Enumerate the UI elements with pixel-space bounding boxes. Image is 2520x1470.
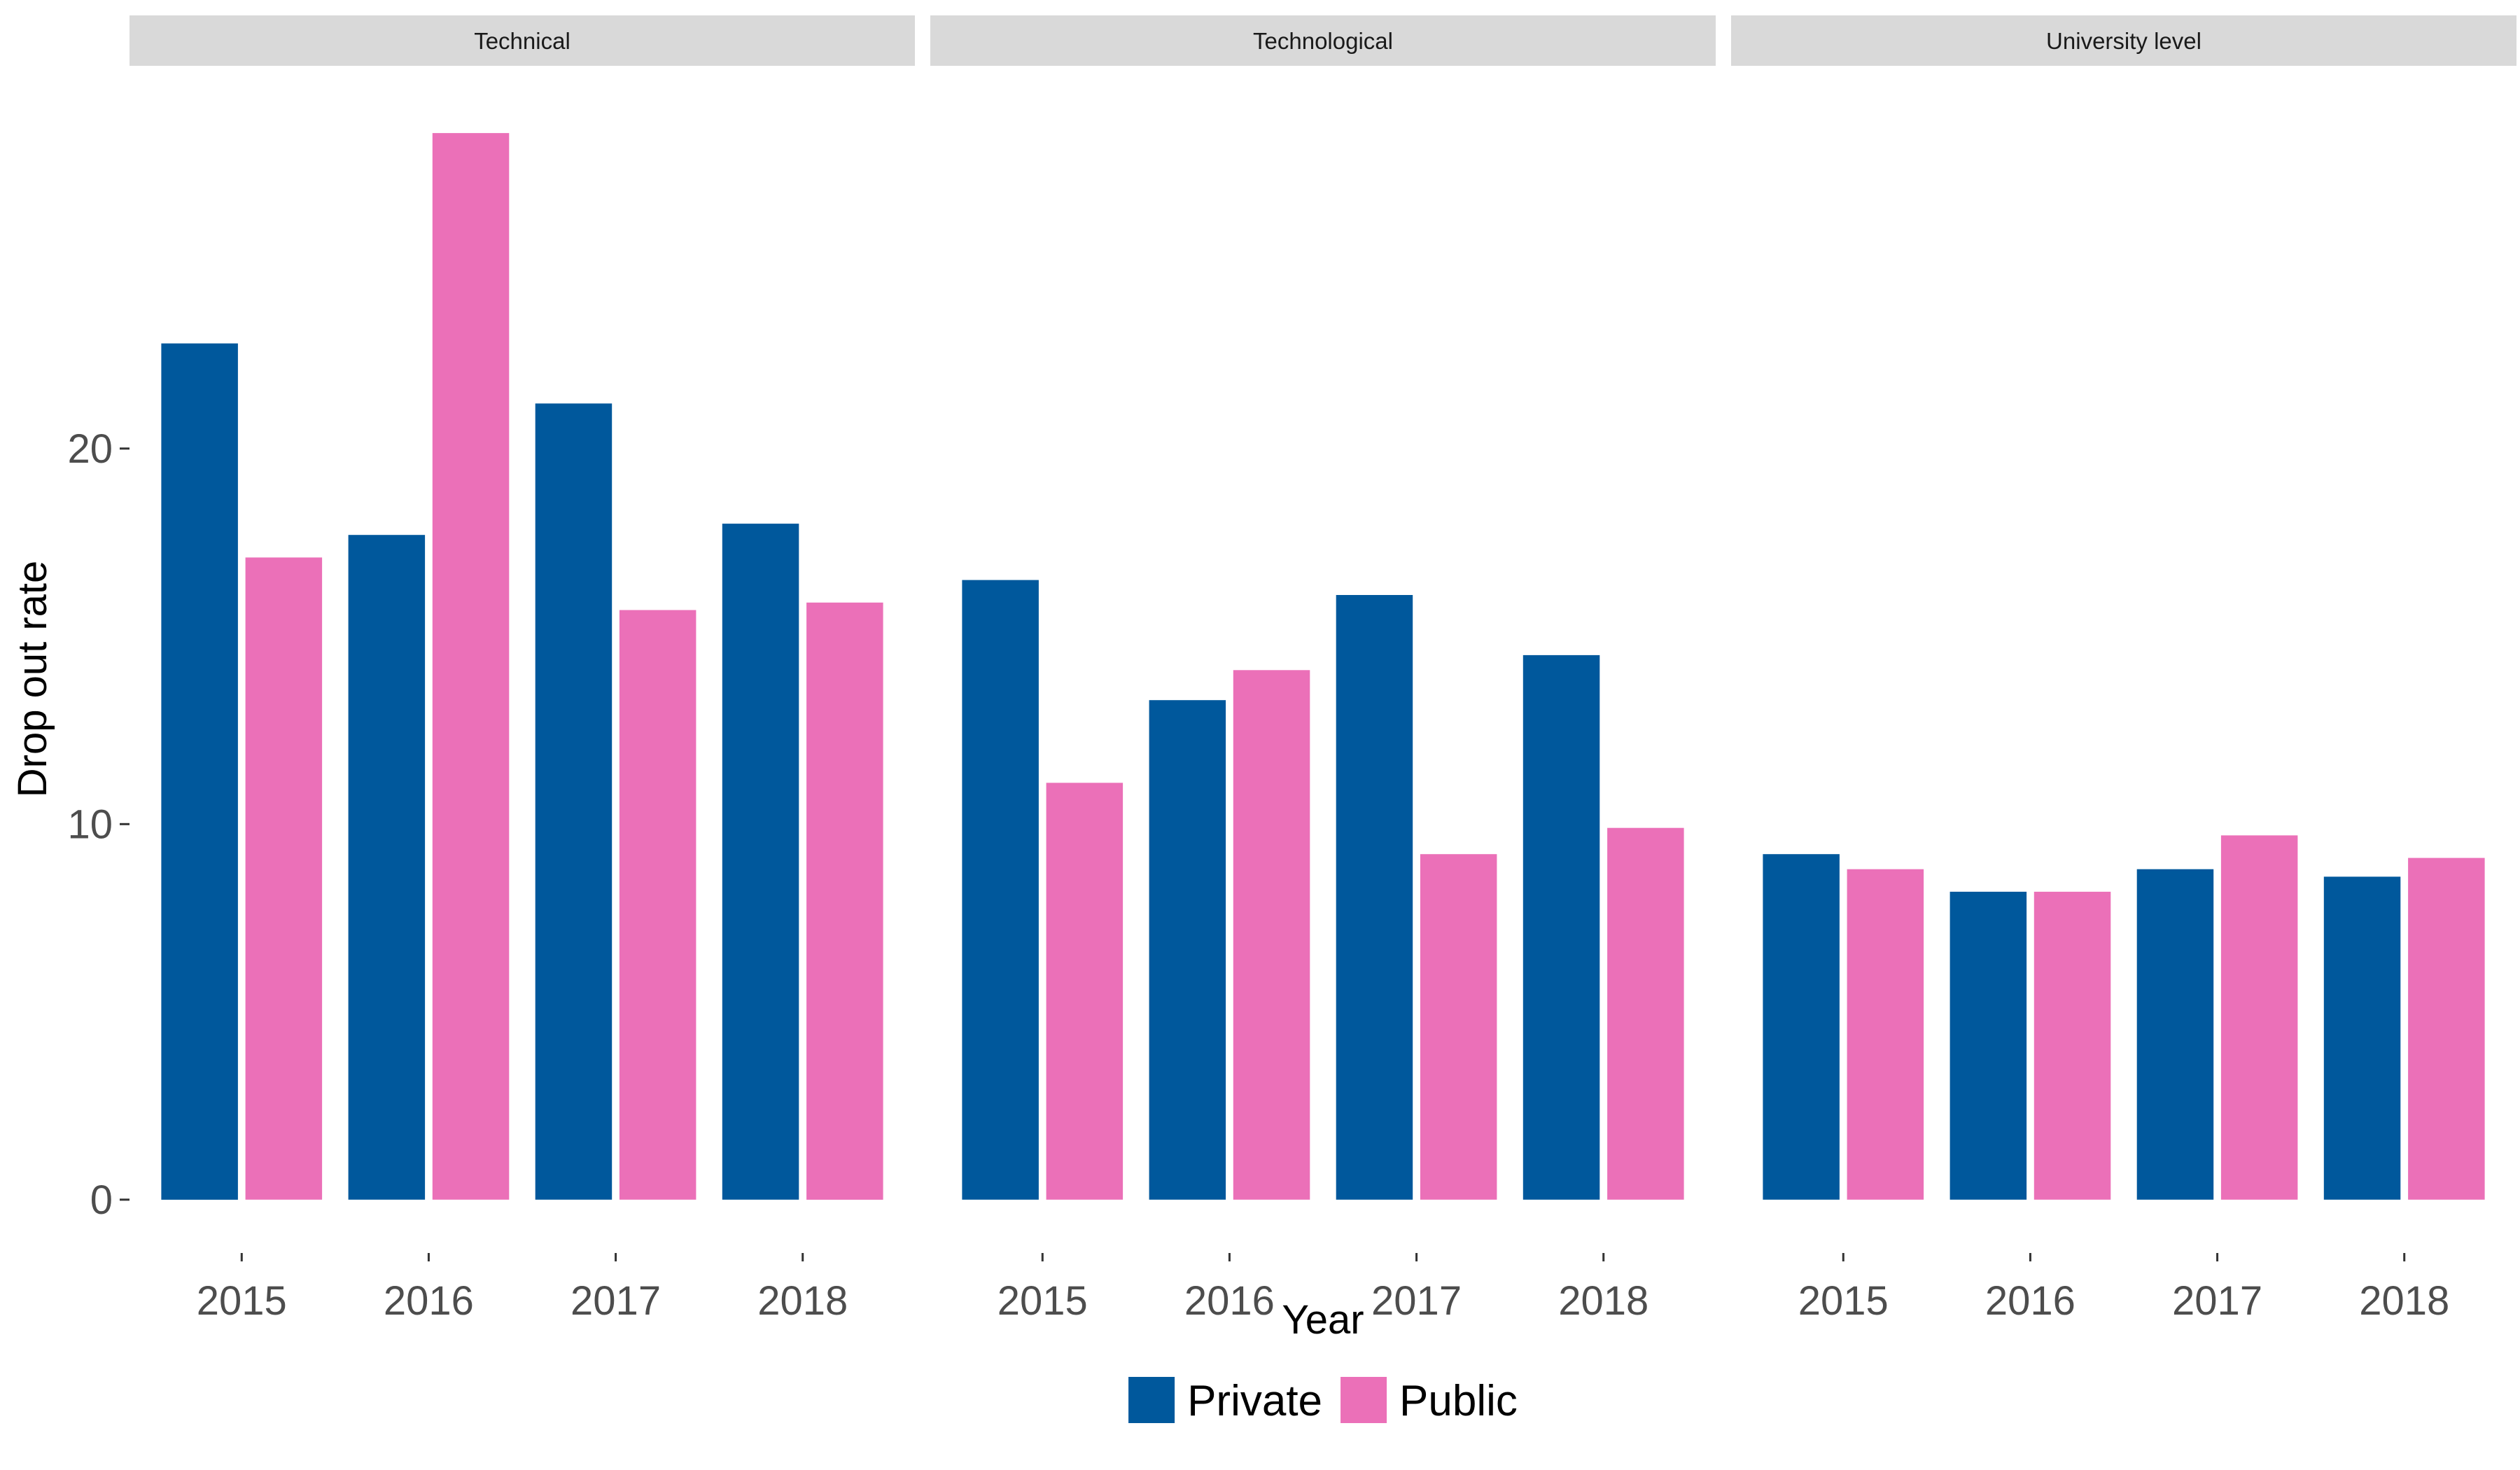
bar — [1420, 854, 1497, 1200]
x-tick-label: 2017 — [570, 1278, 661, 1324]
bar — [245, 557, 323, 1200]
x-tick-label: 2016 — [384, 1278, 474, 1324]
bar — [1149, 700, 1226, 1200]
bar — [962, 580, 1039, 1200]
bar — [1233, 670, 1310, 1200]
x-tick-label: 2016 — [1985, 1278, 2076, 1324]
bar — [1847, 869, 1924, 1200]
facet-strip-label: University level — [2046, 28, 2202, 54]
bar — [1949, 891, 2027, 1200]
facet-panel: Technical 2015 2016 2017 2018 — [130, 15, 915, 1324]
bar — [432, 133, 510, 1200]
facet-panel: University level 2015 2016 2017 2018 — [1731, 15, 2516, 1324]
facet-panel: Technological 2015 2016 2017 2018 — [930, 15, 1716, 1324]
x-tick-label: 2018 — [2359, 1278, 2449, 1324]
bar — [2408, 858, 2485, 1200]
facet-strip-label: Technical — [474, 28, 570, 54]
bar — [161, 343, 238, 1200]
bar — [2220, 835, 2298, 1200]
bar — [535, 403, 612, 1200]
bar — [1522, 654, 1600, 1200]
legend-label: Public — [1399, 1377, 1518, 1425]
bar — [722, 524, 799, 1200]
facet-panels: Technical 2015 2016 2017 2018 Technological 20… — [130, 15, 2516, 1324]
legend-label: Private — [1187, 1377, 1322, 1425]
x-tick-label: 2018 — [757, 1278, 848, 1324]
bar — [348, 535, 426, 1200]
x-tick-label: 2018 — [1558, 1278, 1648, 1324]
bar — [2136, 869, 2214, 1200]
bar — [1336, 595, 1413, 1200]
x-tick-label: 2017 — [1371, 1278, 1462, 1324]
y-axis: 0 10 20 — [67, 426, 130, 1223]
y-tick-label: 0 — [90, 1177, 113, 1223]
facet-strip — [130, 15, 915, 66]
y-axis-title: Drop out rate — [10, 561, 55, 798]
facet-strip — [930, 15, 1716, 66]
bar — [2323, 876, 2401, 1200]
bar — [1763, 854, 1840, 1200]
x-tick-label: 2015 — [1798, 1278, 1889, 1324]
bar — [806, 602, 883, 1200]
y-tick-label: 10 — [67, 802, 113, 847]
x-tick-label: 2015 — [997, 1278, 1088, 1324]
x-tick-label: 2016 — [1184, 1278, 1275, 1324]
bar — [1607, 827, 1684, 1200]
bar — [619, 610, 696, 1200]
legend-key — [1340, 1377, 1387, 1423]
legend: Private Public — [1128, 1377, 1518, 1425]
bar — [2033, 891, 2111, 1200]
x-axis-title: Year — [1282, 1297, 1364, 1343]
x-tick-label: 2015 — [197, 1278, 287, 1324]
facet-strip-label: Technological — [1253, 28, 1393, 54]
facet-strip — [1731, 15, 2516, 66]
x-tick-label: 2017 — [2172, 1278, 2262, 1324]
legend-key — [1128, 1377, 1175, 1423]
bar — [1046, 783, 1124, 1200]
y-tick-label: 20 — [67, 426, 113, 472]
